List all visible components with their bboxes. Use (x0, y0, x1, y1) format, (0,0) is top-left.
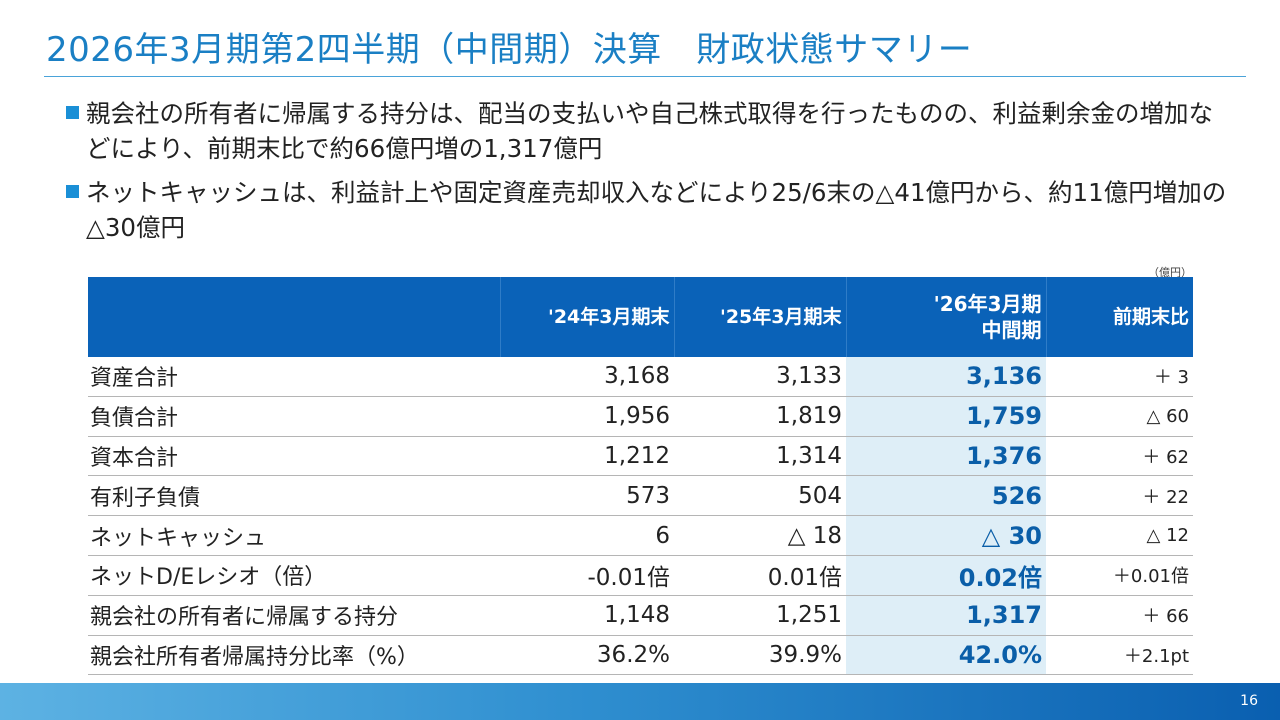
footer-bar: 16 (0, 683, 1280, 720)
title-divider (44, 76, 1246, 77)
cell-fy25: 39.9% (674, 635, 846, 676)
cell-current-period: 526 (846, 475, 1046, 517)
cell-current-period: 42.0% (846, 635, 1046, 676)
table-row: 資産合計 3,168 3,133 3,136 ＋ 3 (88, 357, 1193, 397)
header-label (88, 277, 500, 357)
row-label: ネットキャッシュ (88, 515, 500, 556)
header-fy25: '25年3月期末 (673, 277, 846, 357)
square-bullet-icon (66, 106, 79, 119)
cell-diff: ＋ 62 (1046, 436, 1193, 477)
cell-fy25: 1,251 (674, 595, 846, 636)
table-row: ネットD/Eレシオ（倍） -0.01倍 0.01倍 0.02倍 ＋0.01倍 (88, 555, 1193, 596)
cell-current-period: 0.02倍 (846, 555, 1046, 596)
cell-current-period: 1,317 (846, 595, 1046, 636)
cell-current-period: 1,376 (846, 436, 1046, 477)
cell-fy25: 3,133 (674, 357, 846, 397)
cell-fy24: -0.01倍 (500, 555, 674, 596)
row-label: 資本合計 (88, 436, 500, 477)
cell-diff: ＋ 66 (1046, 595, 1193, 636)
row-label: ネットD/Eレシオ（倍） (88, 555, 500, 596)
bullet-item: 親会社の所有者に帰属する持分は、配当の支払いや自己株式取得を行ったものの、利益剰… (66, 96, 1236, 166)
cell-fy24: 3,168 (500, 357, 674, 397)
header-current-line2: 中間期 (981, 318, 1042, 342)
cell-fy24: 36.2% (500, 635, 674, 676)
table-row: ネットキャッシュ 6 △ 18 △ 30 △ 12 (88, 515, 1193, 556)
table-header-row: '24年3月期末 '25年3月期末 '26年3月期 中間期 前期末比 (88, 277, 1193, 357)
header-current-period: '26年3月期 中間期 (845, 277, 1046, 357)
cell-fy25: 1,314 (674, 436, 846, 477)
cell-current-period: △ 30 (846, 515, 1046, 556)
header-fy24: '24年3月期末 (499, 277, 674, 357)
cell-fy24: 6 (500, 515, 674, 556)
cell-fy25: △ 18 (674, 515, 846, 556)
cell-fy24: 573 (500, 475, 674, 517)
table-row: 親会社の所有者に帰属する持分 1,148 1,251 1,317 ＋ 66 (88, 595, 1193, 636)
row-label: 親会社所有者帰属持分比率（%） (88, 635, 500, 676)
cell-fy25: 504 (674, 475, 846, 517)
bullet-text: 親会社の所有者に帰属する持分は、配当の支払いや自己株式取得を行ったものの、利益剰… (86, 99, 1213, 163)
unit-note: （億円） (1148, 266, 1192, 279)
row-label: 親会社の所有者に帰属する持分 (88, 595, 500, 636)
cell-diff: ＋0.01倍 (1046, 555, 1193, 596)
cell-fy24: 1,148 (500, 595, 674, 636)
financial-summary-table: '24年3月期末 '25年3月期末 '26年3月期 中間期 前期末比 資産合計 3… (88, 277, 1193, 676)
cell-fy25: 0.01倍 (674, 555, 846, 596)
table-row: 資本合計 1,212 1,314 1,376 ＋ 62 (88, 436, 1193, 477)
table-row: 有利子負債 573 504 526 ＋ 22 (88, 475, 1193, 517)
header-current-line1: '26年3月期 (933, 292, 1042, 316)
cell-diff: △ 60 (1046, 396, 1193, 437)
bullet-text: ネットキャッシュは、利益計上や固定資産売却収入などにより25/6末の△41億円か… (86, 178, 1227, 242)
row-label: 負債合計 (88, 396, 500, 437)
bullet-item: ネットキャッシュは、利益計上や固定資産売却収入などにより25/6末の△41億円か… (66, 175, 1236, 245)
cell-diff: ＋ 22 (1046, 475, 1193, 517)
cell-current-period: 3,136 (846, 357, 1046, 397)
cell-fy25: 1,819 (674, 396, 846, 437)
table-row: 親会社所有者帰属持分比率（%） 36.2% 39.9% 42.0% ＋2.1pt (88, 635, 1193, 676)
cell-fy24: 1,956 (500, 396, 674, 437)
cell-fy24: 1,212 (500, 436, 674, 477)
page-number: 16 (1240, 693, 1258, 709)
row-label: 有利子負債 (88, 475, 500, 517)
cell-diff: ＋2.1pt (1046, 635, 1193, 676)
table-body: 資産合計 3,168 3,133 3,136 ＋ 3 負債合計 1,956 1,819 1,75… (88, 357, 1193, 676)
row-label: 資産合計 (88, 357, 500, 397)
cell-current-period: 1,759 (846, 396, 1046, 437)
cell-diff: △ 12 (1046, 515, 1193, 556)
square-bullet-icon (66, 185, 79, 198)
slide-title: 2026年3月期第2四半期（中間期）決算 財政状態サマリー (46, 30, 973, 70)
cell-diff: ＋ 3 (1046, 357, 1193, 397)
table-row: 負債合計 1,956 1,819 1,759 △ 60 (88, 396, 1193, 437)
bullet-list: 親会社の所有者に帰属する持分は、配当の支払いや自己株式取得を行ったものの、利益剰… (66, 96, 1236, 254)
header-diff: 前期末比 (1045, 277, 1193, 357)
